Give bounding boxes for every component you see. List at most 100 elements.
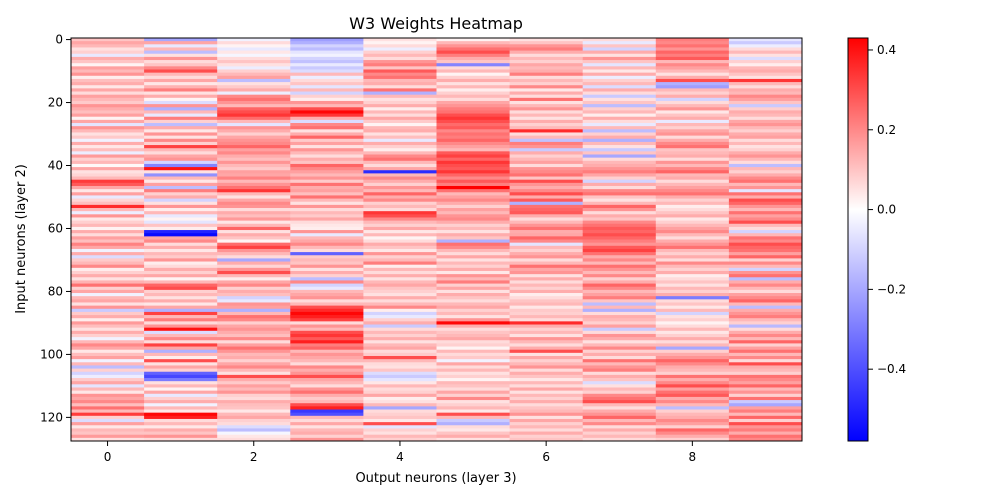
heatmap-cell	[728, 113, 803, 118]
heatmap-cell	[363, 390, 437, 395]
heatmap-cell	[71, 132, 145, 136]
heatmap-cell	[509, 192, 584, 196]
heatmap-cell	[582, 129, 657, 133]
heatmap-cell	[509, 437, 584, 442]
heatmap-cell	[144, 47, 218, 51]
heatmap-cell	[655, 390, 730, 395]
heatmap-cell	[582, 82, 657, 86]
heatmap-cell	[509, 327, 584, 332]
heatmap-cell	[509, 302, 584, 307]
heatmap-cell	[728, 346, 803, 351]
heatmap-cell	[71, 308, 145, 313]
heatmap-cell	[290, 85, 364, 89]
heatmap-cell	[363, 381, 437, 385]
heatmap-cell	[363, 425, 437, 429]
heatmap-cell	[71, 343, 145, 347]
heatmap-cell	[655, 302, 730, 307]
heatmap-cell	[509, 368, 584, 373]
heatmap-cell	[144, 195, 218, 199]
heatmap-cell	[217, 226, 291, 231]
heatmap-cell	[290, 283, 364, 288]
heatmap-cell	[582, 170, 657, 174]
heatmap-cell	[363, 185, 437, 190]
heatmap-cell	[436, 396, 510, 401]
heatmap-cell	[144, 53, 218, 58]
heatmap-cell	[582, 236, 657, 240]
heatmap-cell	[509, 151, 584, 155]
heatmap-cell	[363, 91, 437, 96]
heatmap-cell	[436, 78, 510, 83]
heatmap-cell	[582, 97, 657, 102]
heatmap-cell	[71, 359, 145, 363]
heatmap-cell	[728, 230, 803, 234]
heatmap-cell	[509, 396, 584, 401]
heatmap-cell	[71, 403, 145, 407]
heatmap-cell	[363, 302, 437, 307]
heatmap-cell	[217, 135, 291, 140]
heatmap-cell	[436, 422, 510, 426]
heatmap-cell	[217, 41, 291, 45]
heatmap-cell	[582, 324, 657, 329]
heatmap-cell	[71, 333, 145, 338]
heatmap-cell	[582, 69, 657, 74]
heatmap-cell	[144, 63, 218, 67]
heatmap-cell	[71, 88, 145, 92]
heatmap-cell	[509, 47, 584, 51]
heatmap-cell	[290, 198, 364, 203]
heatmap-cell	[290, 217, 364, 222]
heatmap-cell	[144, 69, 218, 74]
heatmap-cell	[728, 321, 803, 325]
heatmap-cell	[290, 100, 364, 105]
heatmap-cell	[144, 359, 218, 363]
heatmap-cell	[290, 400, 364, 404]
heatmap-cell	[363, 327, 437, 332]
heatmap-cell	[509, 258, 584, 262]
heatmap-cell	[728, 53, 803, 58]
heatmap-cell	[436, 167, 510, 171]
heatmap-cell	[655, 132, 730, 136]
heatmap-cell	[509, 387, 584, 392]
heatmap-cell	[290, 258, 364, 262]
heatmap-cell	[509, 198, 584, 203]
heatmap-cell	[217, 242, 291, 247]
heatmap-cell	[509, 299, 584, 303]
heatmap-cell	[509, 355, 584, 360]
heatmap-cell	[655, 110, 730, 114]
heatmap-cell	[217, 230, 291, 234]
heatmap-cell	[290, 403, 364, 407]
heatmap-cell	[655, 343, 730, 347]
heatmap-cell	[290, 425, 364, 429]
heatmap-cell	[71, 280, 145, 284]
heatmap-cell	[728, 296, 803, 300]
heatmap-cell	[582, 412, 657, 417]
heatmap-cell	[290, 195, 364, 199]
heatmap-cell	[728, 138, 803, 143]
heatmap-cell	[217, 264, 291, 269]
heatmap-cell	[582, 327, 657, 332]
heatmap-cell	[290, 333, 364, 338]
heatmap-cell	[728, 283, 803, 288]
x-tick-label: 2	[250, 450, 258, 464]
heatmap-cell	[290, 97, 364, 102]
heatmap-cell	[71, 270, 145, 275]
heatmap-cell	[509, 126, 584, 130]
heatmap-cell	[728, 220, 803, 225]
heatmap-cell	[509, 132, 584, 136]
heatmap-cell	[728, 264, 803, 269]
heatmap-cell	[290, 163, 364, 168]
heatmap-cell	[582, 104, 657, 108]
heatmap-cell	[71, 267, 145, 272]
heatmap-cell	[363, 415, 437, 420]
heatmap-cell	[290, 160, 364, 165]
heatmap-cell	[509, 173, 584, 177]
heatmap-cell	[728, 378, 803, 382]
heatmap-cell	[144, 223, 218, 228]
heatmap-cell	[217, 302, 291, 307]
heatmap-cell	[71, 239, 145, 244]
heatmap-cell	[71, 123, 145, 127]
heatmap-cell	[655, 97, 730, 102]
heatmap-cell	[290, 204, 364, 209]
heatmap-cell	[582, 346, 657, 351]
heatmap-cell	[728, 387, 803, 392]
heatmap-cell	[71, 248, 145, 253]
